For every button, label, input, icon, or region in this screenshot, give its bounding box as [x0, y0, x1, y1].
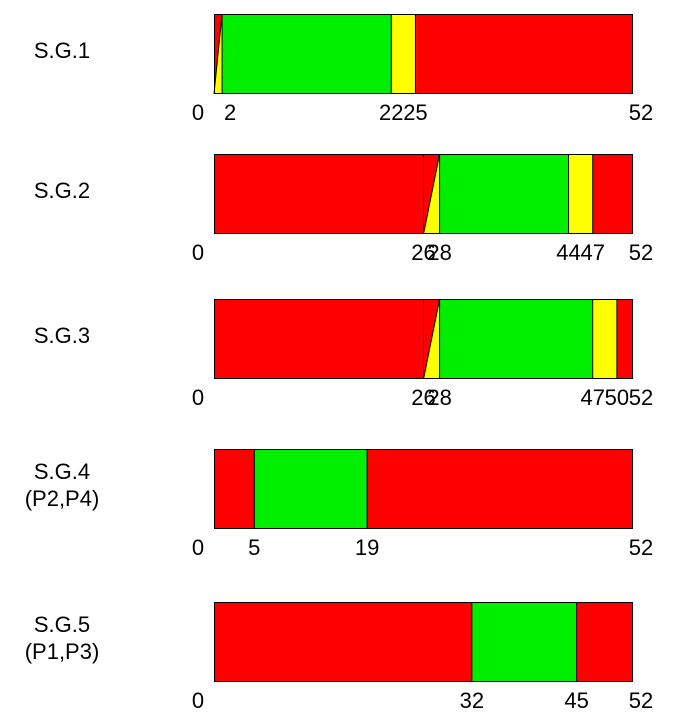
tick-label-2-6: 52: [628, 240, 654, 265]
tick-label-4-3: 19: [354, 535, 380, 560]
tick-label-4-4: 52: [628, 535, 654, 560]
bar-outline-4: [214, 449, 633, 529]
bar-segment-2-2-diagonal: [423, 153, 441, 235]
group-label-2: S.G.2: [2, 177, 122, 204]
bar-segment-3-3-green: [439, 299, 593, 379]
group-name: S.G.4: [33, 459, 91, 484]
tick-label-2-1: 0: [191, 240, 205, 265]
bar-outline-5: [214, 602, 633, 682]
bar-segment-2-1-red: [214, 154, 424, 234]
tick-label-4-1: 0: [191, 535, 205, 560]
bar-segment-1-4-red: [415, 14, 633, 94]
bar-outline-2: [214, 154, 633, 234]
bar-segment-1-2-green: [222, 14, 392, 94]
bar-segment-2-4-yellow: [568, 154, 593, 234]
tick-label-5-3: 45: [564, 688, 589, 713]
tick-label-2-2: 26: [411, 240, 436, 265]
bar-segment-3-5-red: [616, 299, 633, 379]
tick-label-3-6: 52: [628, 385, 654, 410]
bar-segment-1-3-yellow: [391, 14, 416, 94]
tick-label-3-2: 26: [411, 385, 436, 410]
bar-segment-4-2-green: [254, 449, 368, 529]
bar-segment-3-1-red: [214, 299, 424, 379]
tick-label-1-2: 2: [223, 100, 237, 125]
bar-segment-3-2-diagonal: [423, 298, 441, 380]
group-phases: (P2,P4): [24, 486, 100, 511]
group-name: S.G.3: [33, 322, 91, 348]
bar-segment-3-4-yellow: [592, 299, 617, 379]
group-name: S.G.2: [33, 177, 91, 203]
bar-segment-4-1-red: [214, 449, 255, 529]
tick-label-1-1: 0: [191, 100, 205, 125]
tick-label-2-3: 28: [427, 240, 452, 265]
group-label-5: S.G.5 (P1,P3): [2, 611, 122, 665]
tick-label-3-3: 28: [427, 385, 452, 410]
bar-segment-2-3-green: [439, 154, 569, 234]
tick-label-2-4: 44: [556, 240, 581, 265]
bar-segment-1-1-diagonal: [213, 13, 223, 95]
tick-label-1-5: 52: [628, 100, 654, 125]
tick-label-3-1: 0: [191, 385, 205, 410]
bar-segment-5-3-red: [576, 602, 633, 682]
group-label-1: S.G.1: [2, 37, 122, 64]
group-phases: (P1,P3): [24, 639, 100, 664]
tick-label-2-5: 47: [580, 240, 605, 265]
bar-outline-1: [214, 14, 633, 94]
bar-segment-4-3-red: [367, 449, 633, 529]
group-label-3: S.G.3: [2, 322, 122, 349]
tick-label-5-4: 52: [628, 688, 654, 713]
bar-segment-2-5-red: [592, 154, 633, 234]
group-label-4: S.G.4 (P2,P4): [2, 458, 122, 512]
bar-segment-5-2-green: [471, 602, 577, 682]
tick-label-5-1: 0: [191, 688, 205, 713]
tick-label-3-4: 47: [580, 385, 605, 410]
group-name: S.G.5: [33, 612, 91, 637]
group-name: S.G.1: [33, 37, 91, 63]
bar-outline-3: [214, 299, 633, 379]
tick-label-1-4: 25: [403, 100, 428, 125]
tick-label-5-2: 32: [459, 688, 485, 713]
bar-segment-5-1-red: [214, 602, 472, 682]
tick-label-3-5: 50: [604, 385, 630, 410]
tick-label-1-3: 22: [379, 100, 404, 125]
tick-label-4-2: 5: [248, 535, 261, 560]
